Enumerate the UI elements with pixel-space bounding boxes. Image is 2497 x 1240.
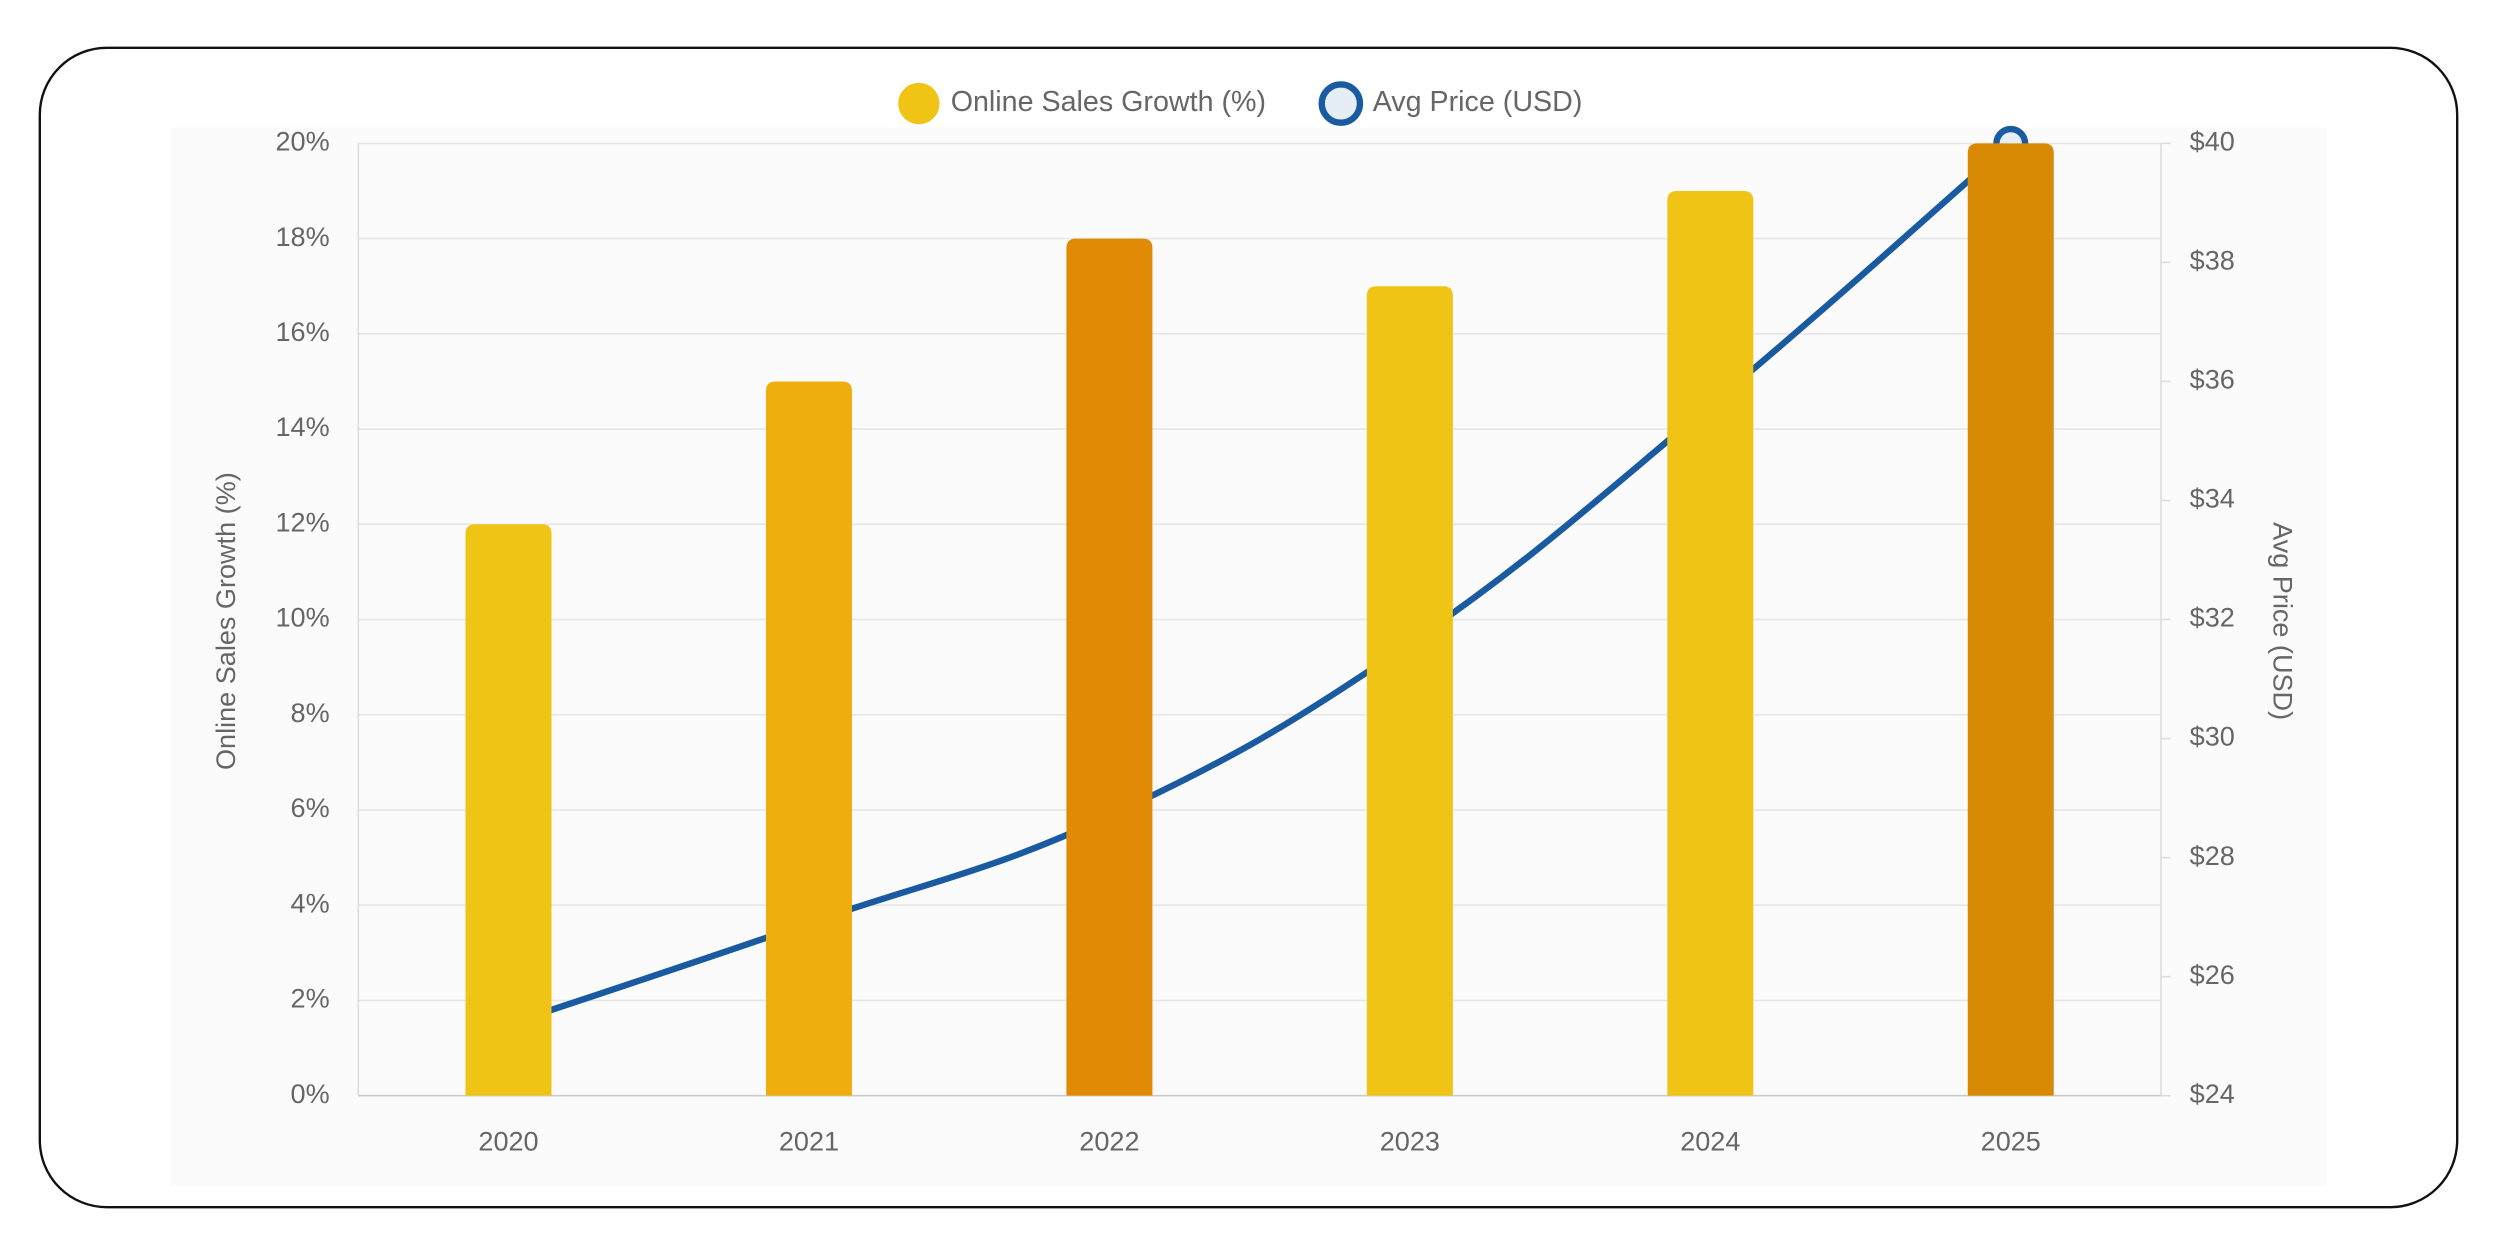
y-tick-label: 16%: [275, 316, 329, 347]
bar: [1366, 286, 1453, 1096]
y2-tick-label: $34: [2190, 483, 2235, 514]
y2-tick-label: $24: [2190, 1078, 2235, 1109]
bar: [1667, 190, 1754, 1096]
x-tick-label: 2023: [1380, 1126, 1440, 1157]
y-axis-title: Online Sales Growth (%): [210, 472, 241, 770]
y2-tick-label: $30: [2190, 721, 2235, 752]
legend-marker: [898, 82, 940, 125]
x-tick-label: 2024: [1680, 1126, 1740, 1157]
y-tick-label: 20%: [275, 126, 329, 157]
legend-label: Avg Price (USD): [1373, 86, 1583, 118]
y2-tick-label: $36: [2190, 364, 2235, 395]
x-tick-label: 2022: [1079, 1126, 1139, 1157]
bar: [1066, 238, 1153, 1096]
x-tick-label: 2025: [1981, 1126, 2041, 1157]
bar: [765, 381, 852, 1096]
bar: [465, 524, 552, 1096]
y2-tick-label: $32: [2190, 602, 2235, 633]
y-tick-label: 8%: [291, 697, 330, 728]
legend-marker: [1318, 81, 1364, 126]
legend-label: Online Sales Growth (%): [951, 86, 1266, 118]
y-tick-label: 6%: [291, 792, 330, 823]
y-tick-label: 12%: [275, 506, 329, 537]
y2-tick-label: $38: [2190, 245, 2235, 276]
y2-tick-label: $40: [2190, 126, 2235, 157]
bar: [1967, 143, 2054, 1096]
y2-tick-label: $26: [2190, 959, 2235, 990]
y2-axis-title: Avg Price (USD): [2267, 522, 2298, 720]
y-tick-label: 14%: [275, 411, 329, 442]
y-tick-label: 4%: [291, 887, 330, 918]
x-tick-label: 2021: [779, 1126, 839, 1157]
y-tick-label: 18%: [275, 221, 329, 252]
y-tick-label: 0%: [291, 1078, 330, 1109]
x-tick-label: 2020: [478, 1126, 538, 1157]
y-tick-label: 10%: [275, 602, 329, 633]
y-tick-label: 2%: [291, 983, 330, 1014]
y2-tick-label: $28: [2190, 840, 2235, 871]
